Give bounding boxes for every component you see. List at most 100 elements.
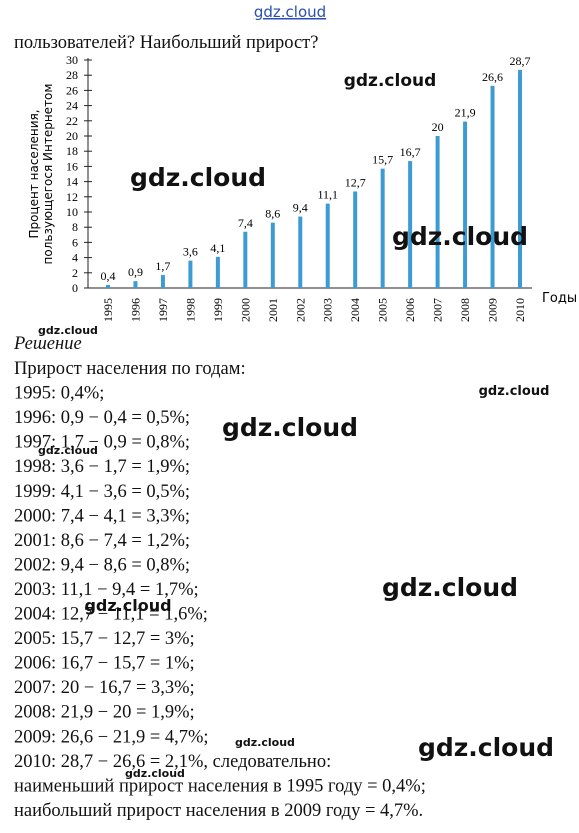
value-label: 28,7 xyxy=(510,54,531,68)
y-tick-label: 2 xyxy=(72,266,78,280)
y-tick-label: 6 xyxy=(72,235,78,249)
watermark: gdz.cloud xyxy=(235,736,295,749)
bar xyxy=(435,136,440,288)
solution-line: 1999: 4,1 − 3,6 = 0,5%; xyxy=(14,482,190,502)
y-tick-label: 12 xyxy=(66,190,78,204)
bar xyxy=(215,256,220,288)
solution-line: 2005: 15,7 − 12,7 = 3%; xyxy=(14,629,195,649)
x-tick-label: 2001 xyxy=(266,298,280,322)
y-tick-label: 28 xyxy=(66,68,78,82)
solution-line: 1998: 3,6 − 1,7 = 1,9%; xyxy=(14,457,190,477)
solution-heading: Решение xyxy=(13,334,82,354)
solution-line: наименьший прирост населения в 1995 году… xyxy=(14,776,426,796)
y-tick-label: 24 xyxy=(66,99,78,113)
y-tick-label: 14 xyxy=(66,175,78,189)
value-label: 1,7 xyxy=(155,259,170,273)
bar xyxy=(518,69,522,288)
x-tick-label: 1995 xyxy=(101,298,115,322)
value-label: 4,1 xyxy=(210,241,225,255)
bar xyxy=(353,191,358,288)
bar xyxy=(133,281,138,288)
value-label: 26,6 xyxy=(482,70,503,84)
x-tick-label: 2009 xyxy=(486,298,500,322)
bar xyxy=(380,168,385,288)
bar xyxy=(106,284,110,288)
x-tick-label: 2002 xyxy=(293,298,307,322)
x-tick-label: 1996 xyxy=(128,298,142,322)
x-tick-label: 2010 xyxy=(513,298,527,322)
x-tick-label: 2000 xyxy=(238,298,252,322)
y-tick-label: 18 xyxy=(66,144,78,158)
bar xyxy=(188,260,193,288)
watermark: gdz.cloud xyxy=(222,413,358,442)
watermark: gdz.cloud xyxy=(38,444,98,457)
solution-line: наибольший прирост населения в 2009 году… xyxy=(14,801,423,821)
value-label: 8,6 xyxy=(265,207,280,221)
solution-line: 2003: 11,1 − 9,4 = 1,7%; xyxy=(14,580,199,600)
x-tick-label: 2003 xyxy=(321,298,335,322)
watermark: gdz.cloud xyxy=(344,71,437,91)
value-label: 20 xyxy=(432,120,444,134)
watermark: gdz.cloud xyxy=(382,573,518,602)
y-tick-label: 0 xyxy=(72,281,78,295)
value-label: 3,6 xyxy=(183,245,198,259)
y-tick-label: 26 xyxy=(66,83,78,97)
value-label: 7,4 xyxy=(238,216,253,230)
y-tick-label: 30 xyxy=(66,53,78,67)
x-tick-label: 2007 xyxy=(431,298,445,322)
y-axis-label: Процент населения, xyxy=(27,109,41,238)
value-label: 16,7 xyxy=(400,145,421,159)
value-label: 12,7 xyxy=(345,175,366,189)
solution-line: 2002: 9,4 − 8,6 = 0,8%; xyxy=(14,555,190,575)
bar xyxy=(408,161,413,288)
solution-line: 2006: 16,7 − 15,7 = 1%; xyxy=(14,654,195,674)
y-tick-label: 20 xyxy=(66,129,78,143)
question: пользователей? Наибольший прирост? xyxy=(14,33,318,53)
solution-line: 2010: 28,7 − 26,6 = 2,1%, следовательно: xyxy=(14,752,331,772)
bar xyxy=(463,121,468,288)
value-label: 0,4 xyxy=(101,269,116,283)
watermark: gdz.cloud xyxy=(392,222,528,251)
bar xyxy=(298,216,303,288)
x-tick-label: 2006 xyxy=(403,298,417,322)
bar xyxy=(243,231,248,288)
site-link: gdz.cloud xyxy=(254,3,326,21)
solution-line: Прирост населения по годам: xyxy=(14,359,246,379)
x-axis-label: Годы xyxy=(542,291,577,306)
x-tick-label: 2005 xyxy=(376,298,390,322)
x-tick-label: 1997 xyxy=(156,298,170,322)
bar xyxy=(270,222,275,288)
watermark: gdz.cloud xyxy=(479,384,550,399)
value-label: 0,9 xyxy=(128,265,143,279)
solution-line: 2000: 7,4 − 4,1 = 3,3%; xyxy=(14,506,190,526)
solution-line: 1997: 1,7 − 0,9 = 0,8%; xyxy=(14,433,190,453)
y-axis-label: пользующегося Интернетом xyxy=(41,84,55,265)
y-tick-label: 4 xyxy=(72,251,78,265)
watermark: gdz.cloud xyxy=(84,596,171,615)
y-tick-label: 8 xyxy=(72,220,78,234)
solution-line: 2008: 21,9 − 20 = 1,9%; xyxy=(14,703,195,723)
bar xyxy=(325,203,330,288)
x-tick-label: 1999 xyxy=(211,298,225,322)
value-label: 15,7 xyxy=(372,153,393,167)
value-label: 11,1 xyxy=(317,188,338,202)
watermark: gdz.cloud xyxy=(130,163,266,192)
watermark: gdz.cloud xyxy=(38,324,98,337)
y-tick-label: 22 xyxy=(66,114,78,128)
solution-line: 1996: 0,9 − 0,4 = 0,5%; xyxy=(14,408,190,428)
watermark: gdz.cloud xyxy=(418,733,554,762)
watermark: gdz.cloud xyxy=(125,767,185,780)
value-label: 21,9 xyxy=(455,106,476,120)
x-tick-label: 1998 xyxy=(183,298,197,322)
x-tick-label: 2008 xyxy=(458,298,472,322)
y-tick-label: 16 xyxy=(66,159,78,173)
value-label: 9,4 xyxy=(293,201,308,215)
solution-line: 2001: 8,6 − 7,4 = 1,2%; xyxy=(14,531,190,551)
solution-line: 2009: 26,6 − 21,9 = 4,7%; xyxy=(14,727,209,747)
solution-line: 2004: 12,7 − 11,1 = 1,6%; xyxy=(14,605,208,625)
bar xyxy=(490,85,495,288)
bar xyxy=(160,275,165,288)
